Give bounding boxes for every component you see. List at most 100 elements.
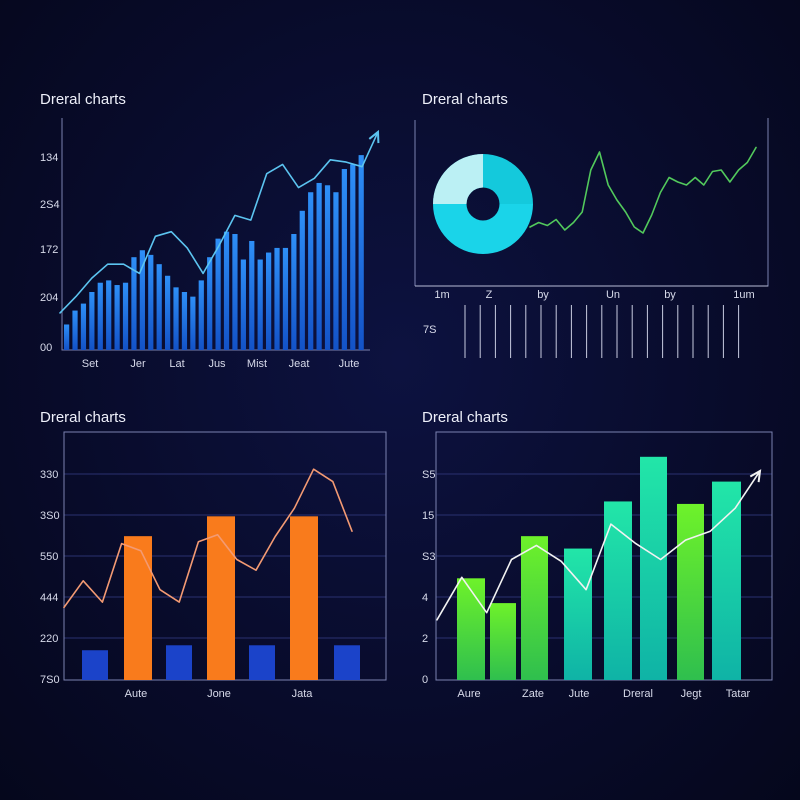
bar <box>358 155 364 350</box>
bar <box>181 292 188 350</box>
bar <box>290 516 318 680</box>
bar <box>72 310 78 350</box>
bar <box>604 501 632 680</box>
panel-title: Dreral charts <box>40 91 126 108</box>
axis-frame <box>435 431 773 681</box>
trend-line <box>436 470 761 621</box>
y-tick-label: 330 <box>40 469 58 481</box>
bar <box>232 234 238 350</box>
y-tick-label: 15 <box>422 510 434 522</box>
bar <box>712 481 741 680</box>
bar <box>139 250 145 350</box>
x-tick-label: Jute <box>339 358 360 370</box>
bar <box>521 536 548 680</box>
x-tick-label: Un <box>606 289 620 301</box>
y-tick-label: S5 <box>422 469 435 481</box>
panel-title: Dreral charts <box>422 409 508 426</box>
y-tick-label: 2S4 <box>40 199 60 211</box>
x-tick-label: Jata <box>292 688 314 700</box>
x-tick-label: Zate <box>522 688 544 700</box>
y-tick-label: 134 <box>40 152 58 164</box>
bar <box>282 247 289 350</box>
bar <box>350 164 356 350</box>
bar <box>490 603 516 680</box>
bar <box>190 296 196 350</box>
x-tick-label: Set <box>82 358 99 370</box>
trend-line <box>59 131 379 314</box>
bar <box>166 645 192 680</box>
y-tick-label: S3 <box>422 551 435 563</box>
donut-slice <box>483 154 533 204</box>
bar <box>324 185 331 350</box>
bar <box>291 234 297 350</box>
bar <box>97 282 103 350</box>
panel-title: Dreral charts <box>422 91 508 108</box>
bar <box>124 536 152 680</box>
x-tick-label: Aure <box>457 688 480 700</box>
bar <box>173 287 179 350</box>
bar <box>148 254 154 350</box>
bar <box>457 578 485 680</box>
x-tick-label: Dreral <box>623 688 653 700</box>
bar <box>215 238 221 350</box>
panel-bottom-left: Dreral charts 330 3S0 550 444 220 7S0 Aute Jone… <box>40 409 387 700</box>
bar <box>677 503 704 680</box>
bar <box>114 285 120 350</box>
bar <box>640 456 667 680</box>
trend-line <box>63 468 353 609</box>
x-tick-label: Jer <box>130 358 146 370</box>
x-tick-label: 1um <box>733 289 754 301</box>
bar <box>316 182 322 350</box>
y-tick-label: 7S0 <box>40 674 60 686</box>
bar <box>334 645 360 680</box>
x-tick-label: by <box>537 289 549 301</box>
bar <box>249 240 255 350</box>
x-tick-label: Mist <box>247 358 267 370</box>
x-tick-label: 1m <box>434 289 449 301</box>
y-tick-label: 444 <box>40 592 58 604</box>
bar <box>156 264 162 350</box>
y-tick-label: 00 <box>40 342 52 354</box>
bar <box>274 247 280 350</box>
trend-arrow <box>368 129 380 144</box>
bar <box>257 259 263 350</box>
bar <box>106 280 112 350</box>
x-tick-label: by <box>664 289 676 301</box>
x-tick-label: Jeat <box>289 358 310 370</box>
bar <box>198 280 204 350</box>
y-tick-label: 172 <box>40 244 58 256</box>
bar <box>122 282 129 350</box>
panel-title: Dreral charts <box>40 409 126 426</box>
chart-top-left: 134 2S4 172 204 00 Set Jer Lat Jus Mist Jeat Jute <box>40 118 380 370</box>
bar <box>240 259 246 350</box>
y-tick-label: 220 <box>40 633 58 645</box>
bar <box>207 516 235 680</box>
bar <box>308 192 314 350</box>
bar <box>299 210 305 350</box>
y-tick-label: 550 <box>40 551 58 563</box>
bar <box>223 231 230 350</box>
bar <box>89 292 95 350</box>
bar <box>131 257 137 350</box>
x-tick-label: Jegt <box>681 688 702 700</box>
x-tick-label: Tatar <box>726 688 751 700</box>
x-tick-label: Lat <box>169 358 184 370</box>
donut-highlight <box>433 154 483 204</box>
bar <box>266 252 272 350</box>
x-tick-label: Z <box>486 289 493 301</box>
bar <box>249 645 275 680</box>
bar <box>341 169 347 350</box>
chart-bottom-left: 330 3S0 550 444 220 7S0 Aute Jone Jata <box>40 431 387 700</box>
y-tick-label: 7S <box>423 324 436 336</box>
x-tick-label: Jus <box>208 358 226 370</box>
y-tick-label: 2 <box>422 633 428 645</box>
series-line <box>529 146 757 234</box>
x-tick-label: Jute <box>569 688 590 700</box>
bar <box>80 303 87 350</box>
bar <box>165 275 171 350</box>
trend-arrow <box>749 469 762 483</box>
